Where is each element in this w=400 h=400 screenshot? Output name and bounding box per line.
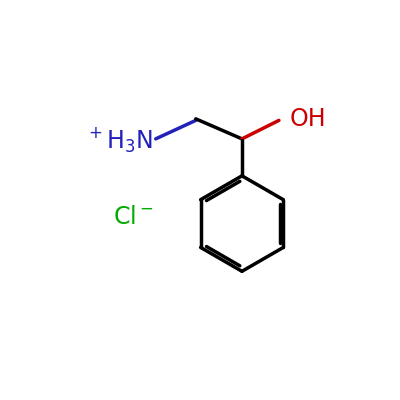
Text: $^+$H$_3$N: $^+$H$_3$N xyxy=(85,126,153,155)
Text: OH: OH xyxy=(290,107,326,131)
Text: Cl$^-$: Cl$^-$ xyxy=(113,206,153,230)
